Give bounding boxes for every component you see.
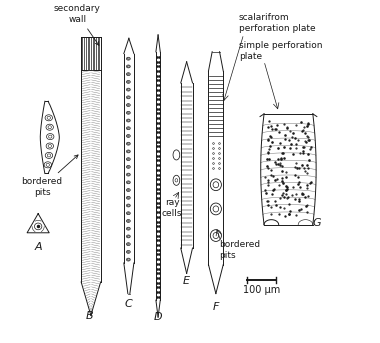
Text: bordered
pits: bordered pits — [220, 240, 261, 260]
Text: perforation plate: perforation plate — [239, 24, 315, 33]
Text: bordered
pits: bordered pits — [22, 155, 78, 197]
Text: 100 μm: 100 μm — [243, 285, 280, 295]
Text: secondary
wall: secondary wall — [54, 4, 101, 45]
Text: C: C — [125, 299, 133, 309]
Text: E: E — [183, 275, 190, 285]
Text: scalarifrom: scalarifrom — [239, 13, 289, 23]
Text: plate: plate — [239, 52, 262, 61]
Text: B: B — [86, 311, 93, 321]
Text: simple perforation: simple perforation — [239, 42, 322, 50]
Text: G: G — [312, 218, 321, 228]
Text: A: A — [34, 242, 42, 252]
Text: F: F — [213, 303, 219, 312]
Text: ray
cells: ray cells — [162, 198, 182, 217]
Text: D: D — [154, 312, 162, 322]
